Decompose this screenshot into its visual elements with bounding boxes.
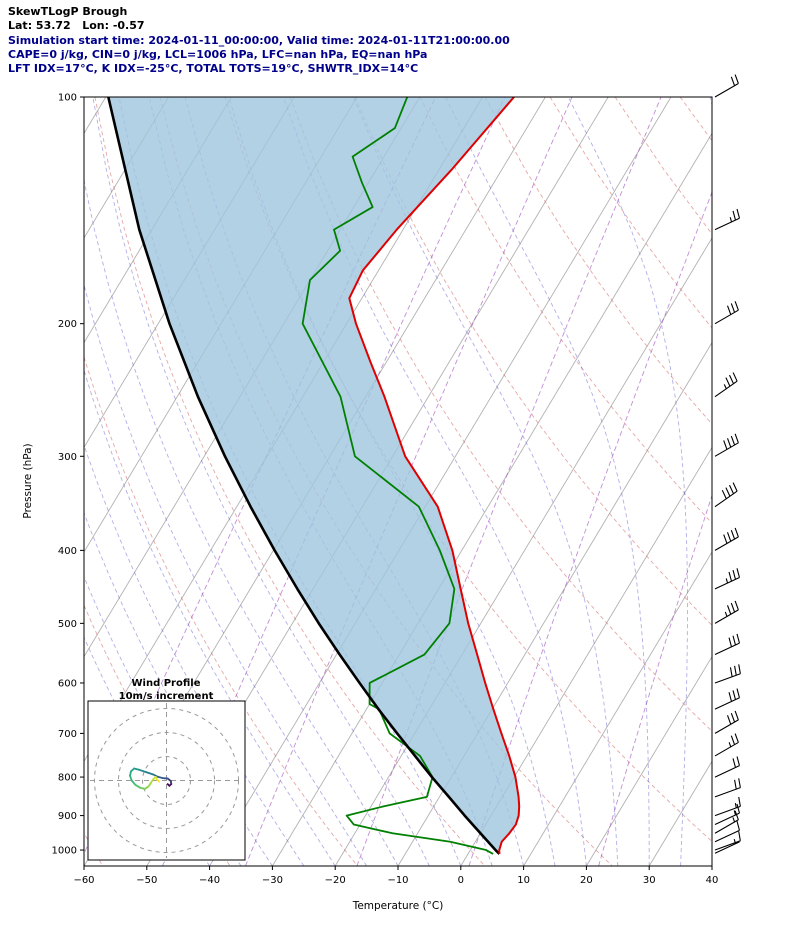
pressure-tick-label: 500 bbox=[58, 619, 77, 630]
hodograph-border bbox=[87, 700, 246, 861]
hodograph-trace-segment bbox=[130, 779, 137, 786]
temperature-tick-label: 40 bbox=[706, 875, 719, 886]
hodograph-inset bbox=[87, 700, 246, 861]
isotherm-line bbox=[209, 97, 672, 866]
wind-barb bbox=[714, 803, 741, 826]
isotherm-line bbox=[84, 97, 169, 239]
cape-cin-line: CAPE=0 j/kg, CIN=0 j/kg, LCL=1006 hPa, L… bbox=[8, 47, 428, 61]
wind-barb bbox=[714, 568, 741, 590]
parcel-curve bbox=[107, 97, 501, 855]
wind-barb bbox=[714, 527, 739, 551]
isotherm-line bbox=[460, 446, 712, 866]
wind-barb bbox=[714, 838, 740, 854]
location-line: Lat: 53.72 Lon: -0.57 bbox=[8, 19, 145, 33]
dewpoint-curve bbox=[301, 97, 494, 855]
pressure-tick-label: 800 bbox=[58, 773, 77, 784]
temperature-tick-label: −50 bbox=[136, 875, 157, 886]
wind-barb bbox=[714, 778, 741, 798]
temperature-tick-label: 30 bbox=[643, 875, 656, 886]
wind-barb bbox=[714, 433, 739, 457]
wind-barb bbox=[714, 796, 741, 817]
wind-barb bbox=[714, 482, 738, 508]
wind-barb bbox=[714, 831, 741, 851]
wind-barb bbox=[714, 810, 739, 834]
hodograph-trace-segment bbox=[145, 771, 155, 776]
temperature-tick-label: 20 bbox=[580, 875, 593, 886]
wind-barb bbox=[714, 372, 738, 398]
wind-barb bbox=[714, 600, 739, 624]
isotherm-line bbox=[523, 551, 712, 866]
temperature-curve bbox=[348, 97, 521, 854]
indices-line: LFT IDX=17°C, K IDX=-25°C, TOTAL TOTS=19… bbox=[8, 62, 419, 76]
wind-barb bbox=[714, 688, 741, 710]
pressure-tick-label: 1000 bbox=[52, 846, 77, 857]
isotherm-line bbox=[586, 655, 712, 866]
hodograph-ring bbox=[142, 756, 191, 805]
temperature-tick-label: 10 bbox=[517, 875, 530, 886]
wind-barb bbox=[714, 710, 739, 734]
wind-barb bbox=[714, 821, 741, 843]
temperature-tick-label: −20 bbox=[325, 875, 346, 886]
hodograph-title: Wind Profile bbox=[132, 678, 201, 689]
pressure-tick-label: 700 bbox=[58, 729, 77, 740]
wind-barb-column bbox=[714, 74, 741, 854]
pressure-tick-label: 100 bbox=[58, 93, 77, 104]
isotherm-line bbox=[272, 132, 712, 866]
temperature-tick-label: −10 bbox=[387, 875, 408, 886]
x-axis-label: Temperature (°C) bbox=[352, 900, 444, 912]
hodograph-trace-segment bbox=[155, 778, 161, 783]
temperature-tick-label: 0 bbox=[458, 875, 464, 886]
profile-curves bbox=[107, 97, 521, 855]
temperature-tick-label: −30 bbox=[262, 875, 283, 886]
wind-barb bbox=[714, 301, 739, 325]
temperature-tick-label: −60 bbox=[73, 875, 94, 886]
pressure-tick-label: 200 bbox=[58, 319, 77, 330]
wind-barb bbox=[714, 633, 741, 656]
hodograph-trace-segment bbox=[134, 783, 142, 789]
wind-barb bbox=[714, 756, 741, 778]
figure-title: SkewTLogP Brough bbox=[8, 5, 128, 18]
isotherm-line bbox=[648, 760, 712, 866]
pressure-tick-label: 600 bbox=[58, 678, 77, 689]
y-axis-label: Pressure (hPa) bbox=[22, 443, 34, 518]
times-line: Simulation start time: 2024-01-11_00:00:… bbox=[8, 33, 510, 47]
wind-barb bbox=[714, 664, 741, 684]
pressure-tick-label: 900 bbox=[58, 811, 77, 822]
hodograph-ring bbox=[118, 732, 215, 829]
wind-barb bbox=[714, 208, 741, 231]
temperature-tick-label: −40 bbox=[199, 875, 220, 886]
header-block: SkewTLogP Brough Lat: 53.72 Lon: -0.57 S… bbox=[8, 5, 510, 76]
wind-barb bbox=[714, 733, 739, 757]
hodograph-trace-segment bbox=[137, 768, 148, 773]
cin-shading bbox=[108, 97, 520, 854]
wind-barb bbox=[714, 74, 739, 98]
pressure-tick-label: 400 bbox=[58, 546, 77, 557]
hodograph-subtitle: 10m/s increment bbox=[119, 691, 214, 702]
hodograph-ring bbox=[94, 708, 239, 853]
pressure-tick-label: 300 bbox=[58, 452, 77, 463]
